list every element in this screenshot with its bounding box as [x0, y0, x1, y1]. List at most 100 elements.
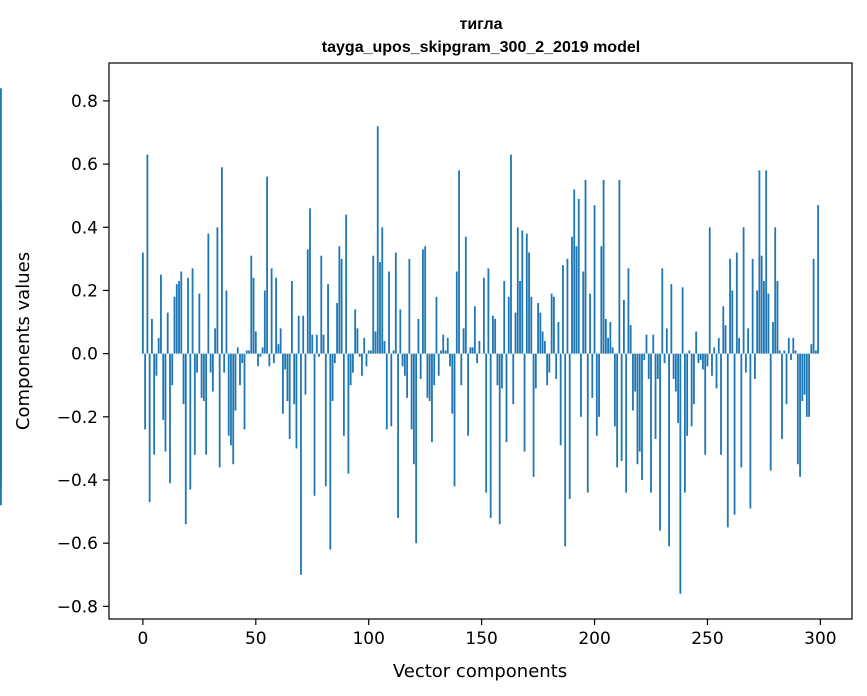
bar-183 [555, 353, 558, 379]
bar-155 [492, 315, 494, 354]
bar-5 [153, 353, 156, 455]
bar-272 [756, 290, 759, 354]
bar-67 [293, 353, 296, 405]
bar-33 [216, 227, 219, 354]
bar-11 [166, 312, 169, 354]
bar-217 [632, 353, 634, 411]
bar-117 [406, 353, 409, 398]
bar-162 [507, 296, 510, 354]
bar-166 [516, 227, 519, 354]
bar-290 [796, 353, 799, 465]
bar-122 [417, 318, 420, 354]
bar-10 [164, 353, 167, 452]
bar-111 [392, 350, 395, 354]
bar-196 [584, 179, 587, 354]
x-tick-label: 50 [245, 629, 267, 649]
bar-75 [311, 334, 314, 354]
bar-241 [686, 353, 689, 436]
bar-228 [656, 353, 659, 379]
chart-title: тигла [460, 16, 503, 33]
bar-277 [767, 293, 770, 354]
bar-299 [817, 205, 820, 354]
bar-142 [462, 328, 465, 354]
bar-158 [498, 353, 501, 525]
x-tick-label: 250 [691, 629, 723, 649]
bar-172 [530, 296, 533, 354]
bar-40 [232, 353, 235, 465]
bar-291 [799, 353, 801, 477]
bar-278 [769, 353, 772, 471]
bar-126 [426, 353, 429, 398]
bar-246 [697, 353, 700, 364]
bar-240 [683, 353, 686, 493]
bar-297 [812, 258, 815, 354]
bar-258 [724, 325, 727, 354]
bar-141 [460, 353, 463, 386]
bar-292 [801, 353, 804, 402]
bar-23 [193, 353, 196, 455]
bar-28 [205, 353, 208, 455]
bar-260 [729, 258, 731, 354]
bar-87 [338, 246, 341, 354]
bar-103 [374, 331, 377, 354]
bar-227 [654, 353, 657, 439]
bar-135 [446, 337, 449, 354]
bar-19 [184, 353, 187, 525]
bar-39 [230, 353, 232, 446]
bar-244 [693, 353, 695, 405]
bar-64 [286, 353, 289, 402]
bar-17 [180, 271, 183, 354]
bar-173 [532, 353, 535, 477]
bar-296 [810, 344, 813, 354]
bar-281 [776, 280, 779, 354]
bar-12 [169, 353, 171, 484]
bar-169 [523, 353, 526, 452]
bar-159 [501, 353, 503, 389]
bar-293 [803, 353, 806, 395]
bar-207 [609, 322, 612, 354]
bar-96 [358, 353, 361, 357]
bar-181 [550, 293, 553, 354]
bar-160 [503, 280, 506, 354]
bar-98 [363, 337, 366, 354]
bar-210 [616, 353, 619, 468]
bar-undefined [0, 88, 2, 354]
bar-200 [593, 205, 596, 354]
x-tick-label: 150 [465, 629, 497, 649]
bar-174 [534, 353, 537, 389]
bar-247 [699, 353, 702, 360]
bar-70 [300, 353, 302, 575]
y-axis-label: Components values [13, 252, 34, 430]
bar-270 [751, 258, 754, 354]
bar-13 [171, 353, 174, 386]
bar-129 [433, 353, 436, 386]
bar-26 [200, 353, 203, 398]
bar-95 [356, 328, 359, 354]
bar-225 [650, 353, 652, 493]
bar-116 [403, 353, 406, 376]
bar-287 [790, 353, 792, 360]
bar-223 [645, 334, 648, 354]
bar-187 [564, 353, 567, 547]
bar-118 [408, 258, 411, 354]
bar-56 [268, 353, 271, 367]
bar-36 [223, 353, 226, 373]
bar-168 [521, 230, 524, 354]
bar-123 [419, 353, 422, 379]
bar-191 [573, 189, 576, 354]
bar-282 [778, 350, 781, 354]
bar-49 [252, 277, 255, 354]
bar-224 [647, 353, 650, 379]
bar-69 [297, 315, 300, 354]
bar-86 [336, 303, 338, 354]
bar-130 [435, 296, 438, 354]
bar-76 [313, 353, 316, 496]
bar-268 [747, 328, 750, 354]
bar-215 [627, 268, 630, 354]
bar-157 [496, 353, 499, 386]
bar-222 [643, 353, 646, 360]
bar-112 [394, 252, 397, 354]
bar-279 [772, 322, 774, 354]
bar-288 [792, 337, 795, 354]
bar-61 [279, 328, 282, 354]
